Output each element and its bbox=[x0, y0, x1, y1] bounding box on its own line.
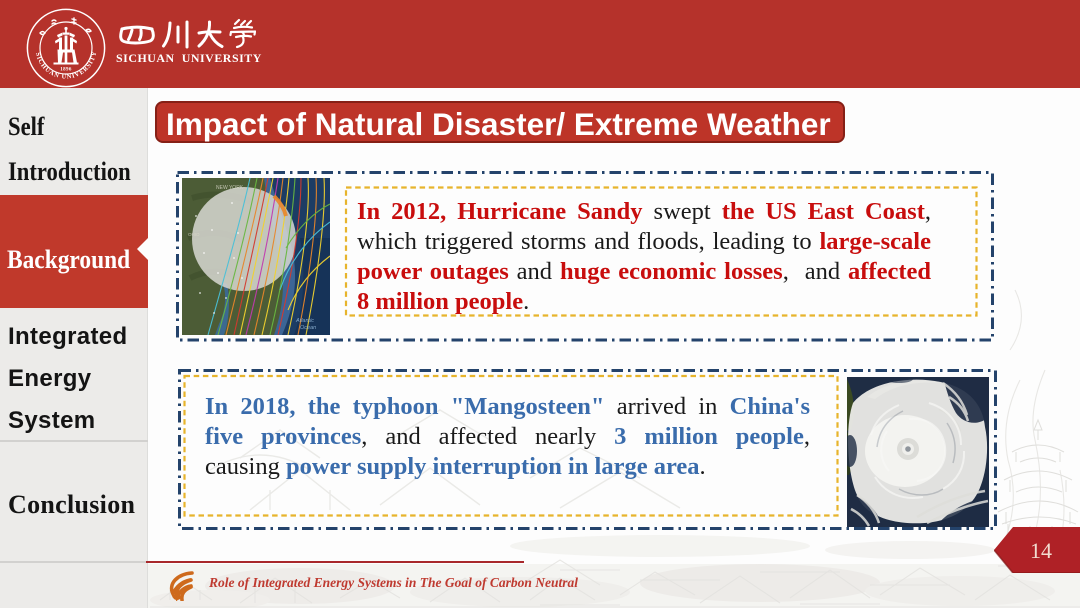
svg-text:OHIO: OHIO bbox=[188, 232, 200, 237]
svg-text:1896: 1896 bbox=[60, 68, 72, 73]
svg-text:Atlantic: Atlantic bbox=[295, 318, 314, 324]
svg-text:14: 14 bbox=[1030, 538, 1052, 563]
svg-text:NEW YORK: NEW YORK bbox=[216, 185, 244, 191]
svg-text:Ocean: Ocean bbox=[300, 325, 316, 331]
